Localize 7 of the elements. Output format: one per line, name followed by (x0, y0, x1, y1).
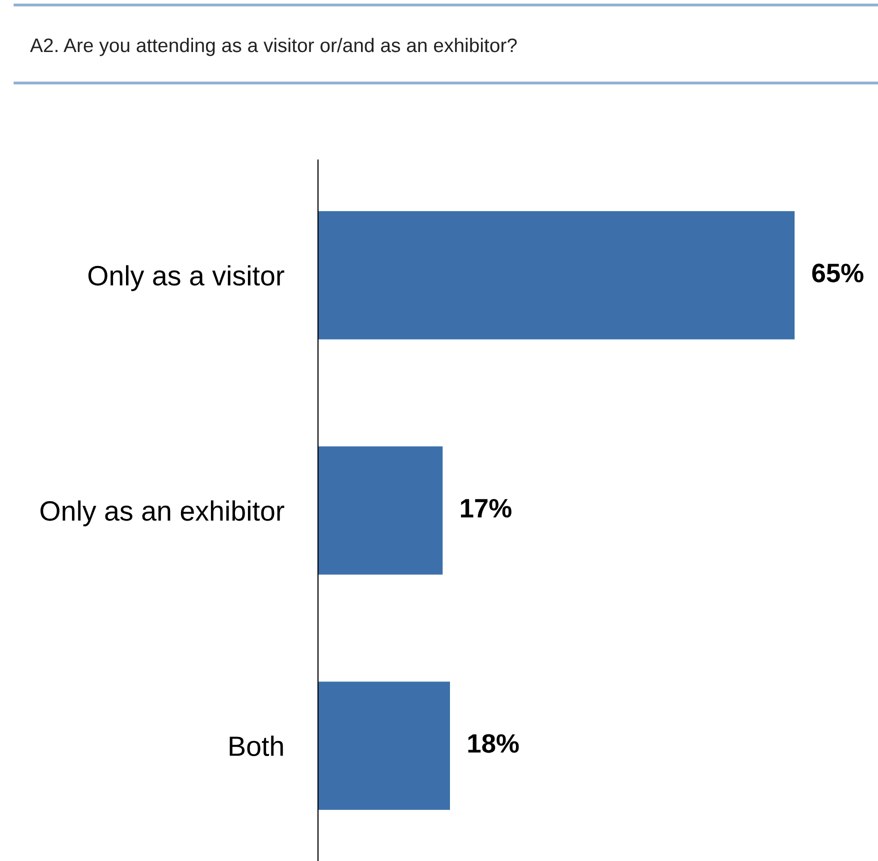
data-label: 17% (460, 498, 512, 518)
data-label: 65% (812, 264, 864, 282)
y-tick-label: Only as a visitor (88, 265, 284, 292)
data-label: 18% (468, 734, 519, 753)
chart-title: A2. Are you attending as a visitor or/and as an exhibitor? (30, 38, 517, 56)
y-tick-label: Only as an exhibitor (40, 500, 284, 526)
y-tick-label: Both (230, 736, 283, 756)
